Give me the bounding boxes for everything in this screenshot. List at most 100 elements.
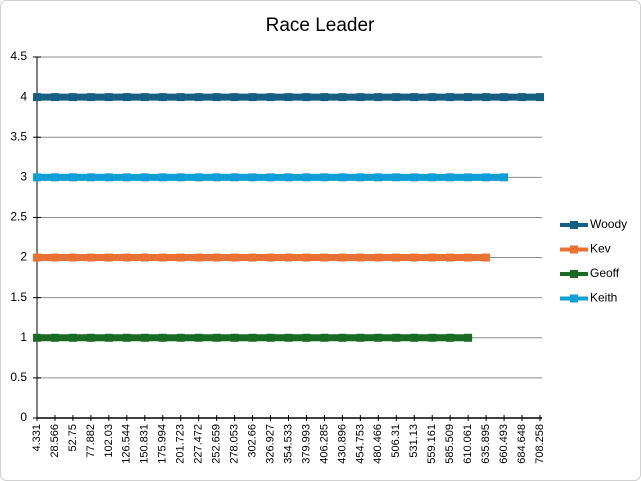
series-marker [284, 333, 293, 342]
series-marker [248, 333, 257, 342]
series-marker [248, 173, 257, 182]
x-tick-label: 430.896 [336, 424, 348, 464]
x-tick-label: 278.053 [229, 424, 241, 464]
series-marker [230, 173, 239, 182]
series-marker [194, 173, 203, 182]
x-tick-label: 635.895 [480, 424, 492, 464]
series-marker [176, 93, 185, 102]
series-marker [428, 253, 437, 262]
series-marker [356, 253, 365, 262]
series-marker [446, 253, 455, 262]
series-marker [248, 253, 257, 262]
legend-marker [570, 245, 578, 254]
x-tick-label: 77.882 [85, 424, 97, 458]
series-marker [86, 173, 95, 182]
series-marker [68, 333, 77, 342]
y-tick-label: 4 [20, 89, 27, 103]
series-marker [86, 253, 95, 262]
series-marker [410, 173, 419, 182]
series-marker [284, 173, 293, 182]
series-marker [86, 333, 95, 342]
series-marker [158, 93, 167, 102]
series-marker [446, 173, 455, 182]
chart-title: Race Leader [266, 15, 375, 36]
series-marker [50, 253, 59, 262]
legend-marker [570, 294, 578, 303]
x-tick-label: 252.659 [211, 424, 223, 464]
series-marker [50, 333, 59, 342]
series-marker [536, 93, 544, 102]
series-marker [284, 253, 293, 262]
series-marker [428, 173, 437, 182]
series-marker [33, 93, 41, 102]
series-marker [140, 173, 149, 182]
series-marker [482, 93, 491, 102]
series-marker [392, 253, 401, 262]
x-tick-label: 610.061 [462, 424, 474, 464]
y-tick-label: 2.5 [10, 210, 27, 224]
x-tick-label: 175.994 [157, 424, 169, 464]
series-marker [392, 333, 401, 342]
y-tick-label: 0 [20, 410, 27, 424]
x-tick-label: 126.544 [121, 424, 133, 464]
x-tick-label: 454.753 [354, 424, 366, 464]
series-marker [50, 93, 59, 102]
legend-label: Geoff [590, 266, 620, 280]
x-tick-label: 531.13 [408, 424, 420, 458]
series-marker [212, 333, 221, 342]
x-tick-label: 585.509 [444, 424, 456, 464]
series-marker [374, 93, 383, 102]
series-marker [140, 93, 149, 102]
series-marker [266, 93, 275, 102]
x-tick-label: 559.161 [426, 424, 438, 464]
series-marker [104, 93, 113, 102]
series-marker [86, 93, 95, 102]
y-tick-label: 4.5 [10, 49, 27, 63]
legend-label: Keith [590, 291, 617, 305]
legend-marker [570, 270, 578, 278]
series-marker [356, 173, 365, 182]
series-marker [230, 253, 239, 262]
series-marker [266, 173, 275, 182]
series-marker [33, 333, 41, 342]
series-marker [338, 173, 347, 182]
series-marker [374, 173, 383, 182]
series-marker [374, 253, 383, 262]
series-marker [446, 93, 455, 102]
series-marker [356, 333, 365, 342]
series-marker [500, 173, 509, 182]
series-marker [158, 173, 167, 182]
x-tick-label: 480.466 [372, 424, 384, 464]
series-marker [68, 93, 77, 102]
series-marker [212, 253, 221, 262]
legend-label: Kev [590, 242, 611, 256]
series-marker [140, 253, 149, 262]
x-tick-label: 506.31 [390, 424, 402, 458]
y-tick-label: 1.5 [10, 290, 27, 304]
x-tick-label: 227.472 [193, 424, 205, 464]
y-tick-label: 1 [20, 330, 27, 344]
series-marker [338, 253, 347, 262]
x-tick-label: 4.331 [31, 424, 43, 452]
series-marker [428, 333, 437, 342]
series-marker [356, 93, 365, 102]
series-marker [248, 93, 257, 102]
series-marker [104, 253, 113, 262]
series-marker [33, 173, 41, 182]
series-marker [320, 173, 329, 182]
series-marker [122, 333, 131, 342]
series-marker [338, 93, 347, 102]
series-marker [230, 333, 239, 342]
x-tick-label: 684.648 [516, 424, 528, 464]
series-marker [320, 333, 329, 342]
series-marker [266, 253, 275, 262]
series-marker [230, 93, 239, 102]
series-marker [302, 253, 311, 262]
series-marker [518, 93, 527, 102]
series-marker [464, 173, 473, 182]
series-marker [302, 173, 311, 182]
series-marker [158, 333, 167, 342]
